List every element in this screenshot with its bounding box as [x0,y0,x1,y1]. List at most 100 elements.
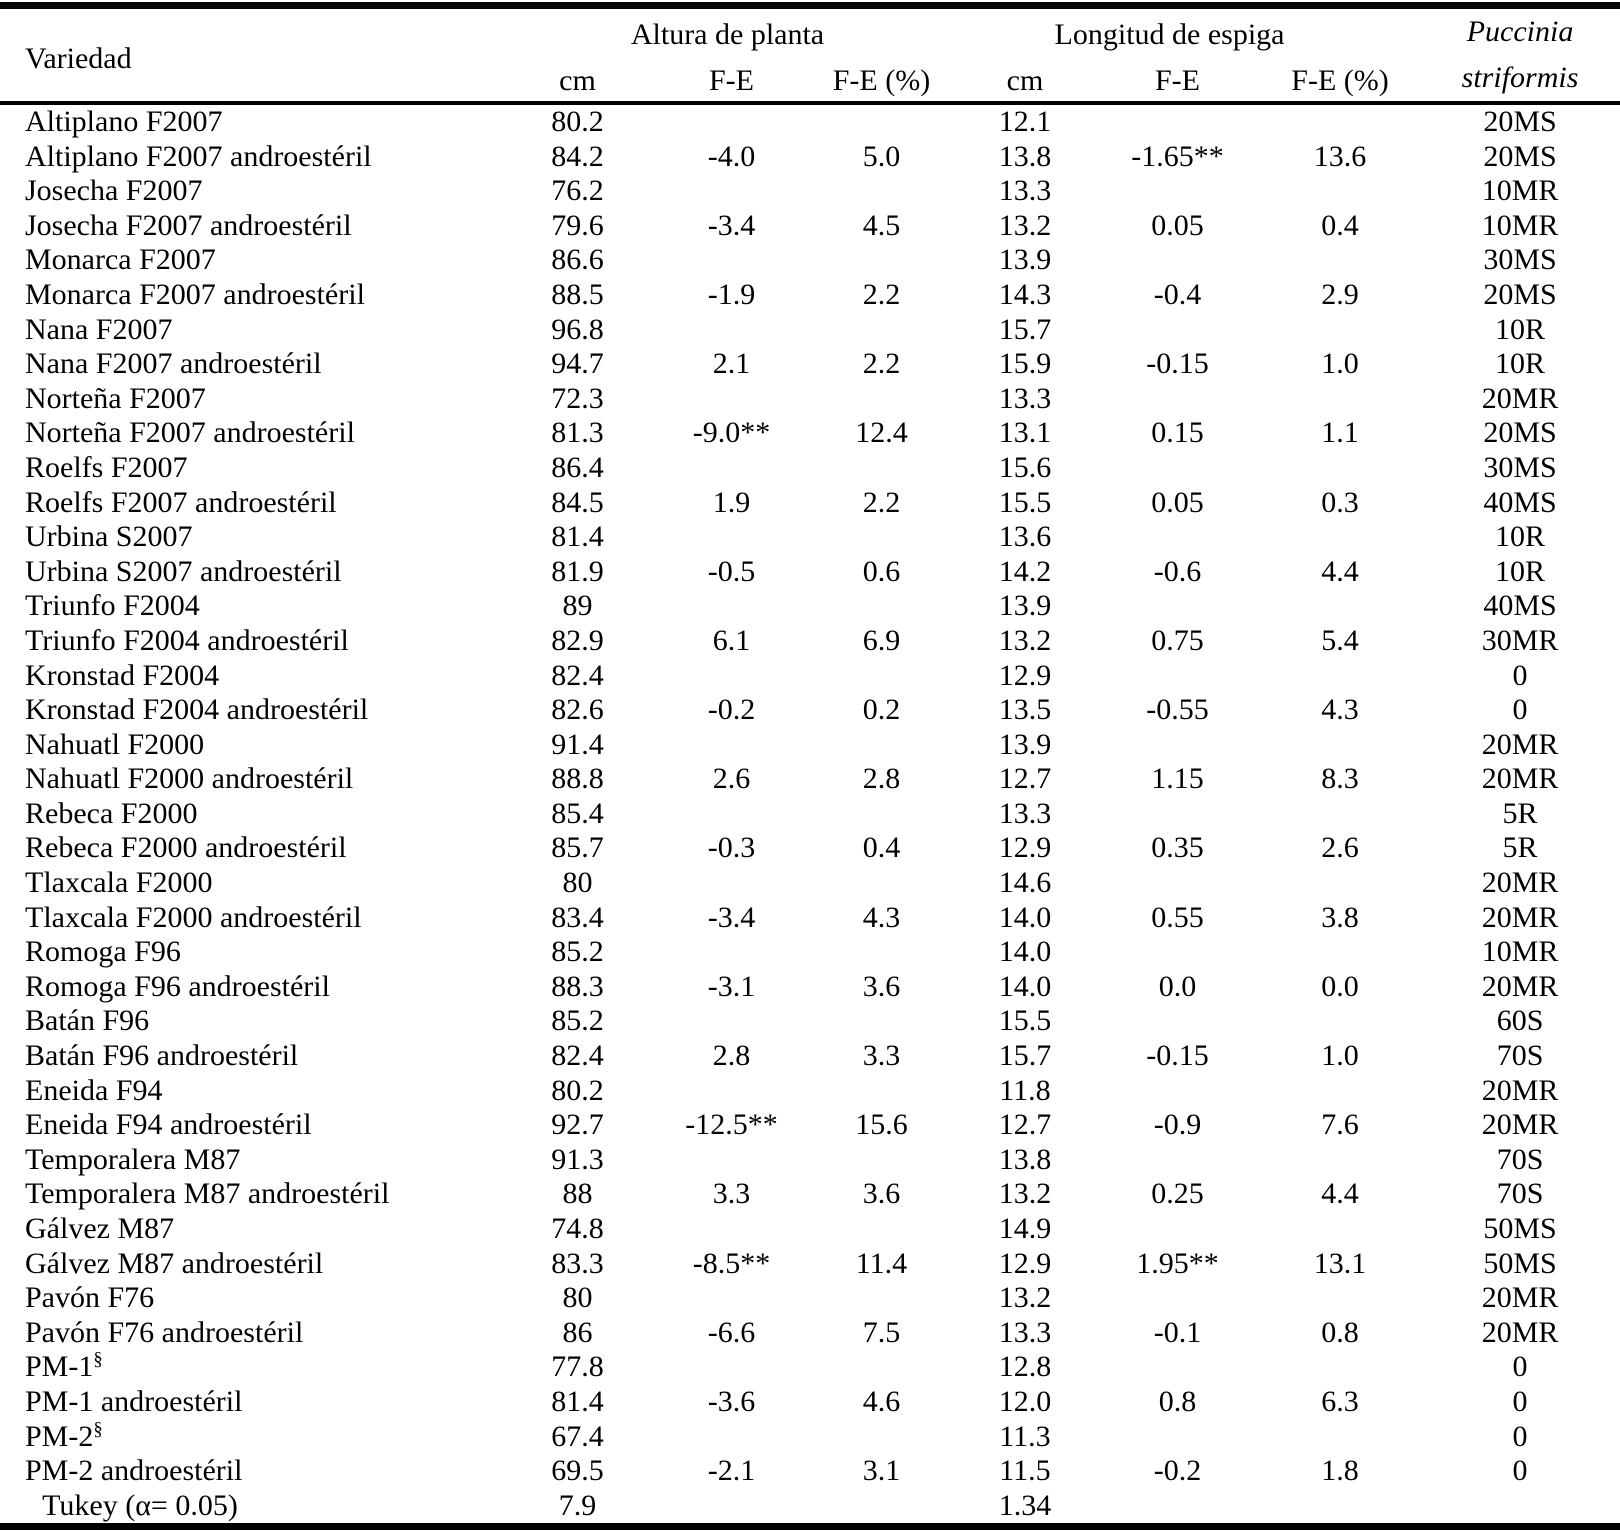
value-cell [1095,313,1260,348]
variety-cell: Temporalera M87 [25,1142,241,1176]
table-row: Tlaxcala F2000 80 14.6 20MR [0,866,1620,901]
value-cell: 91.4 [551,727,604,761]
value-cell: -1.9 [707,277,756,311]
value-cell [808,174,955,209]
value-cell [1095,728,1260,763]
value-cell: 13.8 [998,139,1052,173]
value-cell: 80 [562,1281,593,1315]
table-row: Temporalera M87 androestéril 88 3.3 3.6 13.2… [0,1177,1620,1212]
value-cell: 0.3 [1321,485,1359,519]
variety-cell: Romoga F96 androestéril [25,969,330,1003]
value-cell [808,1281,955,1316]
variety-cell: PM-2§ [25,1418,103,1453]
value-cell: 13.3 [998,796,1052,830]
variety-cell: PM-2 androestéril [25,1454,243,1488]
value-cell [655,174,808,209]
table-row: Josecha F2007 76.2 13.3 10MR [0,174,1620,209]
value-cell: 15.6 [855,1108,908,1142]
value-cell: 80.2 [551,1073,604,1107]
value-cell: 0.75 [1151,623,1204,657]
value-cell: 0 [1512,1384,1528,1418]
subheader-altura-cm: cm [559,63,596,97]
variety-cell: Roelfs F2007 androestéril [25,485,337,519]
variety-cell: Rebeca F2000 [25,796,198,830]
variety-cell: Tlaxcala F2000 [25,866,213,900]
variety-cell: Nahuatl F2000 [25,727,205,761]
value-cell [1095,103,1260,140]
value-cell: 3.3 [862,1039,901,1073]
value-cell: 30MR [1481,623,1559,657]
table-row: Batán F96 androestéril 82.4 2.8 3.3 15.7 -0.1… [0,1039,1620,1074]
col-group-longitud-de-espiga: Longitud de espiga [1054,17,1285,51]
value-cell: 0 [1512,1350,1528,1384]
value-cell: 0.0 [1158,969,1197,1003]
value-cell: 82.4 [551,1039,604,1073]
value-cell [1260,1143,1420,1178]
table-row: Monarca F2007 androestéril 88.5 -1.9 2.2 14.… [0,278,1620,313]
subheader-altura-fe-pct: F-E (%) [832,63,931,97]
value-cell: 0.35 [1151,831,1204,865]
value-cell [1095,1350,1260,1385]
variety-cell: Monarca F2007 androestéril [25,277,365,311]
value-cell [1260,451,1420,486]
value-cell: 4.4 [1321,554,1359,588]
value-cell: 96.8 [551,312,604,346]
value-cell [1095,520,1260,555]
value-cell [1260,935,1420,970]
value-cell: 81.4 [551,1384,604,1418]
value-cell: 70S [1496,1039,1544,1073]
value-cell: 6.3 [1321,1384,1359,1418]
value-cell: 50MS [1483,1212,1557,1245]
value-cell [808,728,955,763]
value-cell: 1.0 [1321,347,1359,381]
value-cell [655,1143,808,1178]
value-cell: 86.4 [551,450,604,484]
value-cell: 20MS [1483,139,1557,173]
variety-cell: Eneida F94 [25,1073,163,1107]
table-row: Romoga F96 85.2 14.0 10MR [0,935,1620,970]
value-cell: 14.2 [998,554,1052,588]
value-cell [1095,1143,1260,1178]
value-cell [1095,589,1260,624]
value-cell: 2.2 [862,347,901,381]
value-cell: 12.1 [998,105,1052,138]
value-cell: 0.25 [1151,1177,1204,1211]
table-row: Altiplano F2007 80.2 12.1 20MS [0,103,1620,140]
value-cell: 81.4 [551,520,604,554]
value-cell [808,313,955,348]
value-cell [655,1350,808,1385]
value-cell: 10R [1495,312,1546,346]
table-row: Nahuatl F2000 androestéril 88.8 2.6 2.8 12.7… [0,762,1620,797]
value-cell [808,243,955,278]
value-cell: 14.3 [998,277,1052,311]
value-cell: 1.0 [1321,1039,1359,1073]
subheader-altura-fe: F-E [709,63,754,97]
table-row: Urbina S2007 androestéril 81.9 -0.5 0.6 14.2… [0,555,1620,590]
value-cell: 11.4 [855,1246,908,1280]
variety-cell: PM-1§ [25,1349,103,1384]
value-cell: 85.2 [551,935,604,969]
value-cell [1260,382,1420,417]
variety-cell: Gálvez M87 androestéril [25,1246,324,1280]
variety-cell: Josecha F2007 [25,174,203,208]
value-cell [1260,1074,1420,1109]
variety-cell: PM-1 androestéril [25,1384,243,1418]
variety-cell: Temporalera M87 androestéril [25,1177,390,1211]
value-cell: 2.2 [862,485,901,519]
table-row: Triunfo F2004 androestéril 82.9 6.1 6.9 13.2… [0,624,1620,659]
value-cell [655,1074,808,1109]
variety-cell: Nana F2007 [25,312,173,346]
value-cell: -0.1 [1153,1315,1202,1349]
value-cell [808,659,955,694]
value-cell: -3.1 [707,969,756,1003]
value-cell: -6.6 [707,1315,756,1349]
value-cell: 20MR [1481,969,1559,1003]
tukey-row: Tukey (α= 0.05) 7.9 1.34 [0,1489,1620,1527]
variety-cell: Roelfs F2007 [25,450,188,484]
value-cell [1095,797,1260,832]
value-cell: 8.3 [1321,762,1359,796]
value-cell: 15.6 [998,450,1052,484]
value-cell: 2.8 [712,1039,751,1073]
variety-cell: Kronstad F2004 [25,658,220,692]
